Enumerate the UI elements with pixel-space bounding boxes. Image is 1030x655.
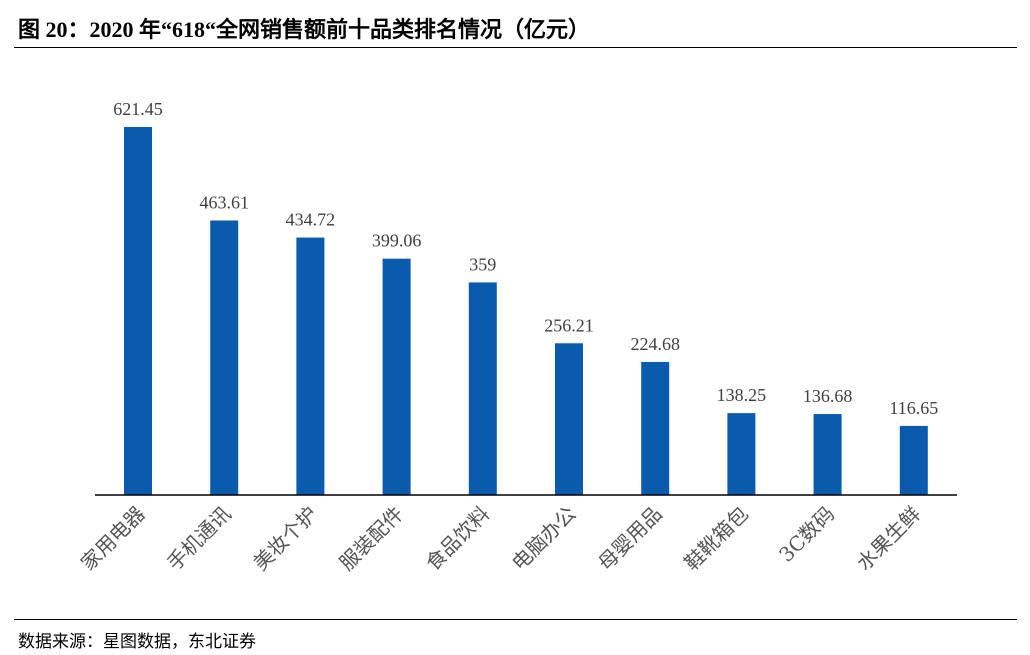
category-label: 家用电器 xyxy=(76,502,150,576)
bar xyxy=(899,425,928,495)
footer-divider xyxy=(14,619,1017,620)
category-label: 3C数码 xyxy=(774,502,839,567)
bar xyxy=(641,361,670,495)
bar xyxy=(813,414,842,495)
category-label: 食品饮料 xyxy=(421,502,495,576)
category-label: 水果生鲜 xyxy=(852,502,926,576)
data-label: 136.68 xyxy=(803,386,853,406)
data-label: 463.61 xyxy=(199,192,249,212)
data-label: 256.21 xyxy=(544,315,594,335)
category-label: 服装配件 xyxy=(335,502,409,576)
data-label: 434.72 xyxy=(286,210,336,230)
data-label: 224.68 xyxy=(630,334,680,354)
bar xyxy=(124,127,152,495)
bar xyxy=(296,237,325,495)
data-label: 138.25 xyxy=(717,385,767,405)
category-label: 美妆个护 xyxy=(248,502,322,576)
data-label: 116.65 xyxy=(889,398,938,418)
data-label: 621.45 xyxy=(113,99,163,119)
bar xyxy=(210,220,239,495)
data-label: 399.06 xyxy=(372,231,422,251)
data-label: 359 xyxy=(469,254,496,274)
bar xyxy=(382,258,411,495)
category-label: 鞋靴箱包 xyxy=(679,502,753,576)
title-divider xyxy=(14,47,1017,48)
source-note: 数据来源：星图数据，东北证券 xyxy=(18,632,256,652)
category-label: 母婴用品 xyxy=(593,502,667,576)
bar xyxy=(468,282,497,495)
category-label: 手机通讯 xyxy=(162,502,236,576)
bar xyxy=(555,343,583,495)
bar xyxy=(727,413,756,495)
category-label: 电脑办公 xyxy=(507,502,581,576)
chart-title: 图 20：2020 年“618“全网销售额前十品类排名情况（亿元） xyxy=(18,17,591,42)
